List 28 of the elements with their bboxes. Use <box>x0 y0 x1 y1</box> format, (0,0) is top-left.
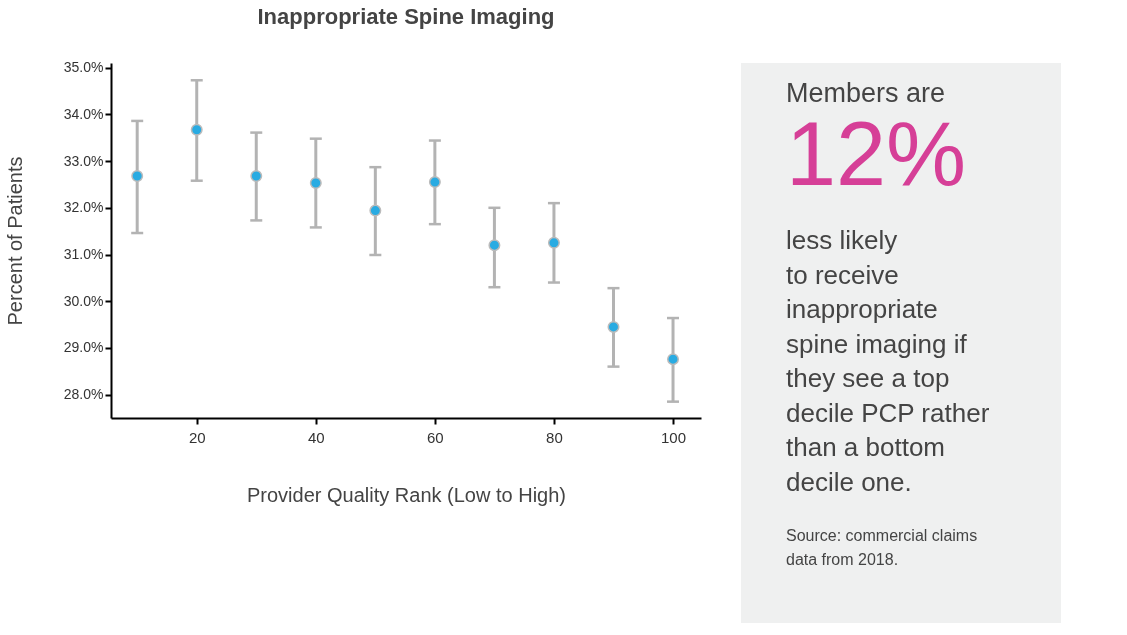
point <box>667 353 680 366</box>
text: less likely to receive inappropriate spine imaging if they see a top decile PCP rather than a bottom decile one. <box>786 225 990 497</box>
y-tick-label: 34.0% <box>63 105 104 122</box>
x-tick-label: 60 <box>427 428 444 446</box>
y-tick-label: 28.0% <box>63 386 104 403</box>
x-tick-label: 80 <box>546 428 563 446</box>
y-tick-label: 33.0% <box>63 152 104 169</box>
y-tick-label: 32.0% <box>63 199 104 216</box>
point <box>309 177 322 190</box>
point <box>547 236 560 249</box>
source-note: Source: commercial claims data from 2018. <box>786 527 978 568</box>
y-tick-label: 31.0% <box>63 246 104 263</box>
y-tick-label: 29.0% <box>63 339 104 356</box>
x-tick-label: 40 <box>307 428 325 446</box>
point <box>369 204 382 217</box>
point <box>131 170 144 183</box>
point <box>488 239 501 252</box>
point <box>250 170 263 183</box>
point <box>190 123 203 136</box>
chart-title: Inappropriate Spine Imaging <box>257 3 555 29</box>
x-axis-title: Provider Quality Rank (Low to High) <box>246 483 567 506</box>
y-tick-label: 35.0% <box>63 59 104 76</box>
y-axis-title: Percent of Patients <box>3 156 26 326</box>
x-tick-label: 100 <box>661 428 687 446</box>
x-tick-label: 20 <box>188 428 206 446</box>
point <box>428 176 441 189</box>
point <box>607 320 620 333</box>
y-tick-label: 30.0% <box>63 292 104 309</box>
